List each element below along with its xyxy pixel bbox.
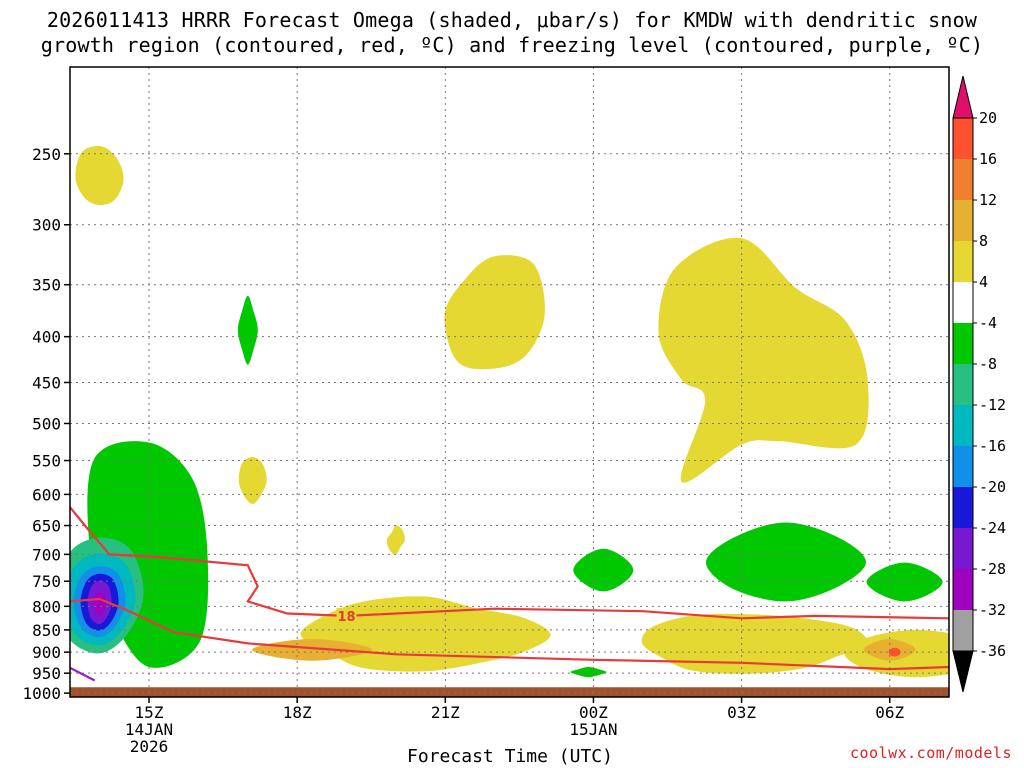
y-tick-label: 1000: [22, 684, 61, 703]
colorbar-label: 8: [979, 232, 988, 250]
colorbar-segment: [953, 282, 973, 323]
colorbar-top-arrow: [953, 76, 973, 118]
omega-region: [642, 614, 867, 674]
colorbar-segment: [953, 569, 973, 610]
colorbar-label: -36: [979, 642, 1006, 660]
y-tick-label: 900: [32, 643, 61, 662]
colorbar-label: 20: [979, 109, 997, 127]
colorbar-label: -4: [979, 314, 997, 332]
colorbar-segment: [953, 364, 973, 405]
x-tick-label: 18Z: [283, 703, 312, 722]
colorbar-segment: [953, 446, 973, 487]
omega-region: [387, 525, 405, 554]
omega-region: [571, 667, 607, 677]
y-tick-label: 550: [32, 452, 61, 471]
y-tick-label: 350: [32, 276, 61, 295]
omega-region: [301, 596, 551, 671]
colorbar-segment: [953, 610, 973, 651]
colorbar-segment: [953, 241, 973, 282]
omega-region: [867, 563, 943, 602]
cross-section-chart: 18 250 300 350 400 450 500 550 600 650 700 750 800 8…: [0, 0, 1024, 768]
y-tick-label: 300: [32, 216, 61, 235]
x-tick-label: 21Z: [431, 703, 460, 722]
x-tick-label: 15JAN: [569, 720, 617, 739]
y-tick-label: 700: [32, 545, 61, 564]
omega-region: [706, 523, 866, 602]
colorbar-label: -16: [979, 437, 1006, 455]
colorbar: 20 16 12 8 4 -4 -8 -12 -16 -20 -24 -28 -32 -36: [953, 76, 1006, 692]
colorbar-segment: [953, 159, 973, 200]
y-tick-label: 450: [32, 373, 61, 392]
y-tick-label: 400: [32, 328, 61, 347]
y-tick-label: 800: [32, 597, 61, 616]
colorbar-segment: [953, 118, 973, 159]
colorbar-label: -20: [979, 478, 1006, 496]
omega-region: [75, 146, 123, 205]
omega-region: [239, 457, 267, 504]
colorbar-label: -32: [979, 601, 1006, 619]
freezing-level-contour: [70, 668, 95, 681]
y-tick-label: 600: [32, 485, 61, 504]
colorbar-segment: [953, 487, 973, 528]
contour-label: 18: [337, 610, 355, 625]
y-tick-label: 750: [32, 572, 61, 591]
y-tick-label: 650: [32, 517, 61, 536]
y-tick-label: 850: [32, 621, 61, 640]
colorbar-segment: [953, 323, 973, 364]
omega-region: [573, 549, 633, 592]
omega-region: [444, 255, 544, 369]
omega-region: [238, 296, 258, 365]
colorbar-segment: [953, 528, 973, 569]
colorbar-label: 12: [979, 191, 997, 209]
colorbar-bottom-arrow: [953, 651, 973, 692]
y-tick-label: 950: [32, 664, 61, 683]
terrain-fill: [70, 687, 949, 697]
colorbar-label: 16: [979, 150, 997, 168]
colorbar-segment: [953, 200, 973, 241]
colorbar-label: -8: [979, 355, 997, 373]
y-tick-label: 250: [32, 145, 61, 164]
colorbar-label: -12: [979, 396, 1006, 414]
colorbar-label: 4: [979, 273, 988, 291]
colorbar-segment: [953, 405, 973, 446]
colorbar-label: -28: [979, 560, 1006, 578]
omega-fills: [56, 146, 985, 697]
credit-text: coolwx.com/models: [850, 744, 1012, 762]
y-axis: 250 300 350 400 450 500 550 600 650 700 750 800 850 9…: [22, 145, 70, 703]
colorbar-label: -24: [979, 519, 1006, 537]
x-tick-label: 03Z: [727, 703, 756, 722]
x-tick-label: 06Z: [875, 703, 904, 722]
y-tick-label: 500: [32, 414, 61, 433]
omega-region: [658, 238, 868, 483]
